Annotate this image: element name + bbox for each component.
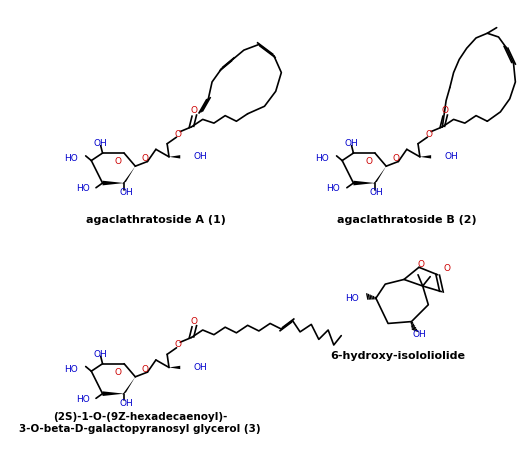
Text: O: O: [191, 317, 198, 326]
Text: O: O: [392, 154, 399, 163]
Text: (2S)-1-O-(9Z-hexadecaenoyl)-: (2S)-1-O-(9Z-hexadecaenoyl)-: [53, 412, 227, 422]
Text: OH: OH: [345, 139, 359, 148]
Text: HO: HO: [64, 154, 78, 163]
Text: O: O: [365, 157, 372, 166]
Polygon shape: [169, 366, 180, 369]
Text: OH: OH: [412, 330, 426, 339]
Text: HO: HO: [76, 395, 89, 404]
Text: agaclathratoside B (2): agaclathratoside B (2): [337, 216, 477, 226]
Text: O: O: [115, 157, 121, 166]
Polygon shape: [102, 181, 124, 185]
Text: agaclathratoside A (1): agaclathratoside A (1): [86, 216, 226, 226]
Text: O: O: [141, 154, 148, 163]
Polygon shape: [102, 391, 124, 396]
Text: O: O: [175, 340, 182, 349]
Text: OH: OH: [444, 152, 458, 162]
Polygon shape: [122, 166, 135, 184]
Text: OH: OH: [370, 188, 384, 197]
Text: O: O: [141, 365, 148, 374]
Polygon shape: [122, 377, 135, 395]
Text: OH: OH: [94, 139, 108, 148]
Text: O: O: [191, 106, 198, 116]
Text: 6-hydroxy-isololiolide: 6-hydroxy-isololiolide: [330, 351, 465, 361]
Polygon shape: [373, 166, 386, 184]
Text: HO: HO: [327, 184, 341, 193]
Polygon shape: [420, 155, 431, 158]
Polygon shape: [169, 155, 180, 158]
Polygon shape: [353, 181, 375, 185]
Text: OH: OH: [193, 152, 207, 162]
Text: O: O: [417, 260, 425, 269]
Text: OH: OH: [119, 188, 133, 197]
Text: OH: OH: [119, 399, 133, 408]
Text: HO: HO: [64, 365, 78, 374]
Text: HO: HO: [315, 154, 329, 163]
Text: O: O: [441, 106, 449, 116]
Text: O: O: [426, 130, 433, 139]
Text: O: O: [444, 264, 450, 273]
Text: 3-O-beta-D-galactopyranosyl glycerol (3): 3-O-beta-D-galactopyranosyl glycerol (3): [19, 424, 261, 434]
Text: OH: OH: [94, 350, 108, 359]
Text: HO: HO: [76, 184, 89, 193]
Text: O: O: [115, 368, 121, 377]
Text: HO: HO: [345, 293, 359, 303]
Text: OH: OH: [193, 363, 207, 372]
Text: O: O: [175, 130, 182, 139]
